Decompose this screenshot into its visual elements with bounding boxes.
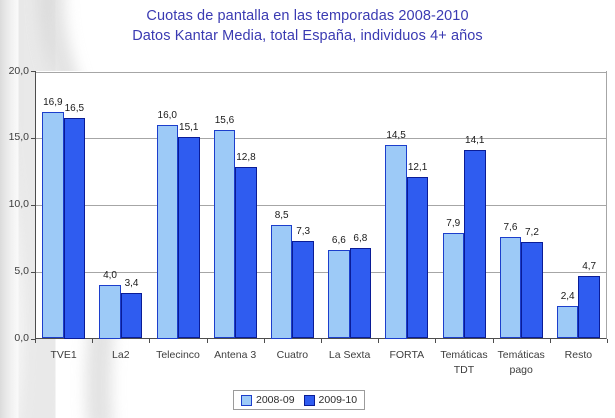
bar-2009-10-resto — [578, 275, 600, 339]
bar-value-label-2009-10-tem-ticas-tdt: 14,1 — [465, 134, 485, 146]
x-axis-label-tve1: TVE1 — [50, 349, 77, 361]
x-axis-label-tem-ticas-tdt: Temáticas TDT — [440, 349, 488, 376]
bar-value-label-2008-09-tem-ticas-pago: 7,6 — [503, 221, 518, 233]
legend-item-2009-10: 2009-10 — [303, 394, 358, 406]
x-axis-tick — [607, 338, 608, 343]
bar-2009-10-telecinco — [178, 136, 200, 339]
legend-label-2009-10: 2009-10 — [318, 394, 358, 406]
x-axis-label-la2: La2 — [112, 349, 130, 361]
bar-2008-09-cuatro — [270, 224, 293, 339]
chart-subtitle: Datos Kantar Media, total España, indivi… — [132, 28, 483, 44]
bar-value-label-2008-09-forta: 14,5 — [386, 129, 406, 141]
y-axis-tick — [31, 137, 35, 139]
x-axis-tick — [35, 338, 36, 343]
x-axis-tick — [435, 338, 437, 343]
x-axis-tick — [378, 338, 380, 343]
chart-title: Cuotas de pantalla en las temporadas 200… — [146, 8, 469, 24]
x-axis-tick — [549, 338, 551, 343]
bar-value-label-2008-09-resto: 2,4 — [560, 291, 575, 303]
y-axis-label-0-0: 0,0 — [14, 332, 29, 344]
legend-swatch-2009-10 — [303, 394, 315, 406]
bar-value-label-2009-10-tve1: 16,5 — [64, 102, 85, 114]
bar-value-label-2009-10-la-sexta: 6,8 — [353, 232, 368, 244]
bar-2008-09-la2 — [99, 285, 121, 339]
chart-legend: 2008-09 2009-10 — [233, 390, 366, 410]
bar-2008-09-forta — [385, 144, 407, 339]
x-axis-label-telecinco: Telecinco — [156, 349, 200, 361]
bar-value-label-2008-09-la2: 4,0 — [103, 270, 117, 281]
y-axis-tick — [31, 204, 35, 206]
legend-swatch-2008-09 — [241, 394, 252, 406]
y-axis-tick — [31, 71, 35, 72]
bar-2008-09-tem-ticas-tdt — [442, 232, 464, 339]
bar-value-label-2009-10-cuatro: 7,3 — [296, 225, 311, 237]
bar-2009-10-tve1 — [63, 117, 86, 339]
bar-value-label-2008-09-telecinco: 16,0 — [157, 109, 177, 121]
bar-2009-10-la2 — [120, 293, 143, 339]
bar-2009-10-antena-3 — [235, 167, 257, 339]
x-axis-tick — [321, 338, 322, 343]
legend-item-2008-09: 2008-09 — [241, 394, 295, 406]
y-axis-tick — [31, 271, 35, 273]
bar-value-label-2008-09-cuatro: 8,5 — [274, 209, 289, 221]
bar-value-label-2008-09-la-sexta: 6,6 — [331, 235, 346, 247]
bar-2009-10-la-sexta — [349, 247, 372, 339]
x-axis-label-antena-3: Antena 3 — [214, 349, 257, 361]
bar-value-label-2009-10-telecinco: 15,1 — [179, 121, 199, 133]
x-axis-label-resto: Resto — [564, 349, 593, 361]
bar-2008-09-tve1 — [42, 112, 64, 339]
bar-2008-09-telecinco — [156, 124, 178, 339]
legend-label-2008-09: 2008-09 — [256, 394, 295, 406]
bar-value-label-2009-10-forta: 12,1 — [407, 161, 428, 173]
bar-value-label-2009-10-resto: 4,7 — [582, 260, 597, 272]
x-axis-tick — [492, 338, 494, 343]
y-axis-label-20-0: 20,0 — [8, 64, 29, 77]
bar-2008-09-la-sexta — [328, 250, 350, 339]
y-axis-label-10-0: 10,0 — [8, 198, 29, 211]
bar-2009-10-forta — [406, 176, 429, 339]
x-axis-label-cuatro: Cuatro — [276, 349, 309, 361]
x-axis-tick — [149, 338, 151, 343]
x-axis-label-tem-ticas-pago: Temáticas pago — [497, 349, 545, 376]
x-axis-tick — [263, 338, 265, 343]
bar-value-label-2009-10-tem-ticas-pago: 7,2 — [524, 227, 539, 239]
bar-value-label-2009-10-la2: 3,4 — [124, 278, 139, 290]
bar-value-label-2009-10-antena-3: 12,8 — [236, 152, 256, 164]
bar-value-label-2008-09-tem-ticas-tdt: 7,9 — [446, 217, 461, 229]
bar-value-label-2008-09-antena-3: 15,6 — [214, 114, 235, 126]
bar-2008-09-resto — [556, 306, 579, 339]
bar-2009-10-tem-ticas-tdt — [464, 149, 486, 339]
bar-2009-10-tem-ticas-pago — [521, 242, 543, 339]
x-axis-tick — [206, 338, 208, 343]
y-axis-label-15-0: 15,0 — [8, 131, 29, 144]
bar-value-label-2008-09-tve1: 16,9 — [43, 97, 63, 109]
gridline-5,0 — [36, 272, 606, 274]
x-axis-tick — [92, 338, 94, 343]
bar-2008-09-antena-3 — [213, 129, 236, 339]
bar-2009-10-cuatro — [292, 240, 314, 339]
gridline-15,0 — [36, 138, 606, 140]
gridline-10,0 — [36, 205, 606, 207]
y-axis-tick — [31, 338, 35, 340]
bar-2008-09-tem-ticas-pago — [499, 236, 522, 339]
gridline-20,0 — [36, 71, 606, 73]
x-axis-label-forta: FORTA — [389, 349, 425, 361]
y-axis-label-5-0: 5,0 — [14, 265, 29, 278]
x-axis-label-la-sexta: La Sexta — [328, 349, 371, 361]
